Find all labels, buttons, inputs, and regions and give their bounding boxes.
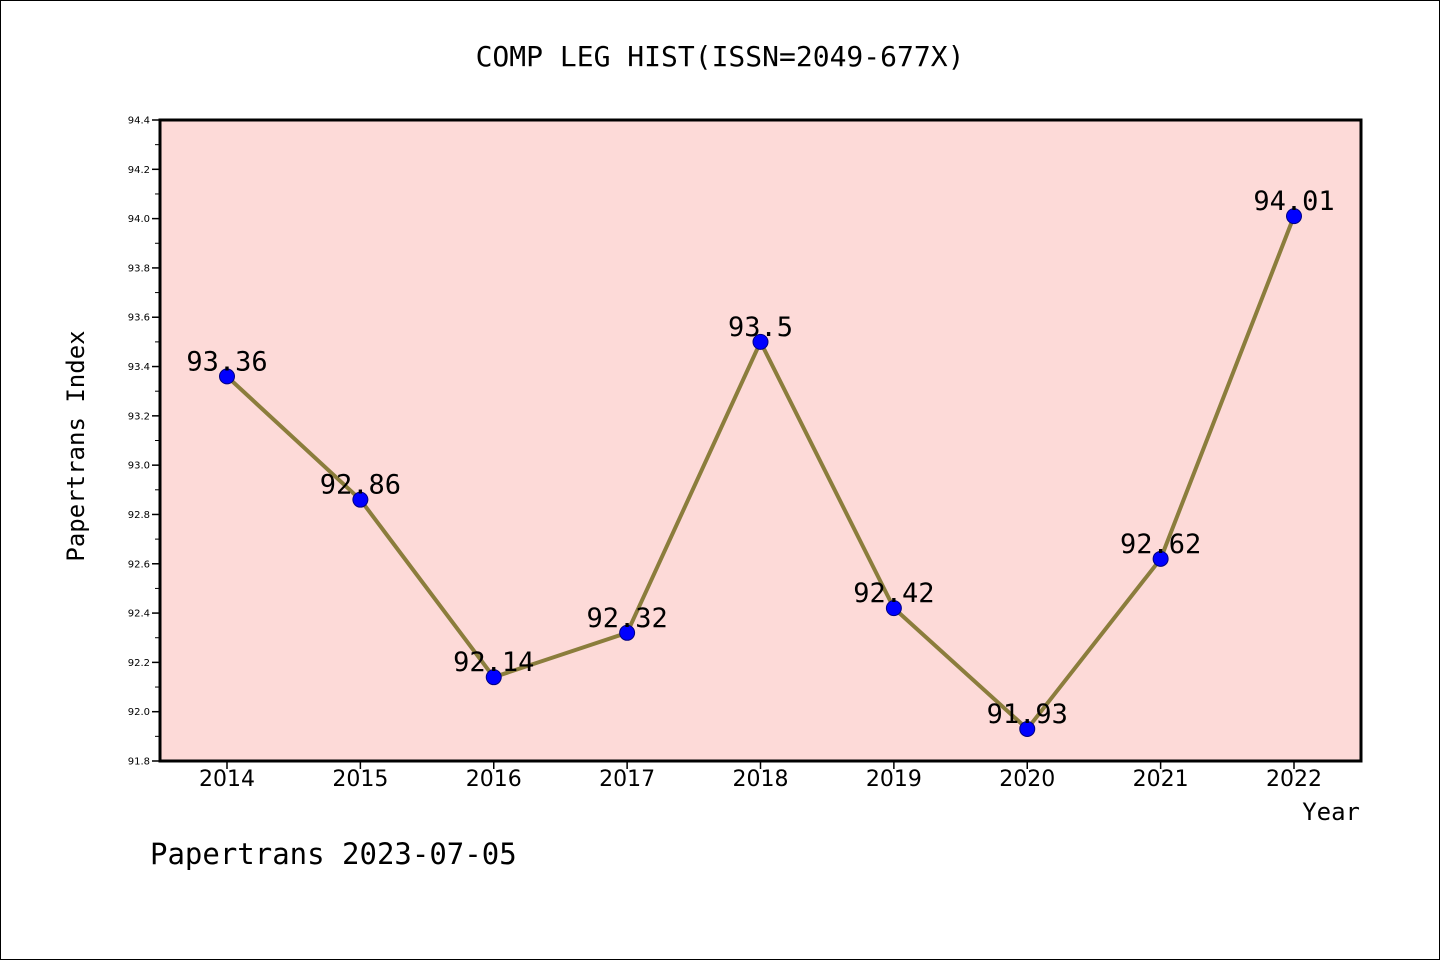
y-tick-label: 94.0 bbox=[128, 214, 150, 225]
data-point bbox=[485, 669, 502, 686]
chart-title: COMP LEG HIST(ISSN=2049-677X) bbox=[476, 40, 965, 73]
data-point bbox=[352, 491, 369, 508]
y-tick-label: 92.2 bbox=[128, 658, 150, 669]
x-axis: 2014 2015 2016 2017 2018 2019 2020 2021 2022 bbox=[199, 761, 1322, 792]
y-tick-label: 94.4 bbox=[128, 116, 150, 127]
data-label: 93.5 bbox=[728, 312, 793, 343]
data-point bbox=[619, 624, 636, 641]
plot-border bbox=[158, 118, 1363, 763]
y-tick-label: 93.4 bbox=[128, 362, 150, 373]
series-points-group bbox=[219, 208, 1302, 737]
data-label: 92.14 bbox=[453, 647, 534, 678]
x-axis-label: Year bbox=[1302, 798, 1360, 826]
y-tick-label: 93.8 bbox=[128, 263, 150, 274]
y-tick-label: 92.6 bbox=[128, 559, 150, 570]
x-tick-label: 2015 bbox=[332, 767, 388, 792]
data-label: 93.36 bbox=[186, 346, 267, 377]
data-labels-group: 93.36 92.86 92.14 92.32 93.5 92.42 91.93 92.62 9… bbox=[186, 186, 1334, 730]
x-tick-label: 2014 bbox=[199, 767, 255, 792]
y-tick-label: 91.8 bbox=[128, 757, 150, 768]
y-tick-label: 93.0 bbox=[128, 461, 150, 472]
data-point bbox=[885, 600, 902, 617]
data-label: 92.32 bbox=[586, 603, 667, 634]
data-label: 92.42 bbox=[853, 578, 934, 609]
y-tick-label: 92.0 bbox=[128, 707, 150, 718]
y-axis: 91.8 92.0 92.2 92.4 92.6 92.8 93.0 93.2 93.4 93.6… bbox=[128, 116, 160, 768]
y-tick-label: 92.4 bbox=[128, 609, 150, 620]
y-tick-label: 93.2 bbox=[128, 411, 150, 422]
x-tick-label: 2017 bbox=[599, 767, 655, 792]
y-axis-label: Papertrans Index bbox=[62, 330, 90, 561]
data-point bbox=[752, 333, 769, 350]
x-tick-label: 2020 bbox=[999, 767, 1055, 792]
x-tick-label: 2022 bbox=[1266, 767, 1322, 792]
y-tick-label: 92.8 bbox=[128, 510, 150, 521]
data-label: 92.86 bbox=[320, 470, 401, 501]
data-label: 91.93 bbox=[987, 699, 1068, 730]
x-tick-label: 2019 bbox=[866, 767, 922, 792]
plot-area bbox=[160, 120, 1361, 761]
data-label: 92.62 bbox=[1120, 529, 1201, 560]
footer-credit: Papertrans 2023-07-05 bbox=[150, 837, 517, 871]
data-point bbox=[1019, 720, 1036, 737]
y-tick-label: 93.6 bbox=[128, 313, 150, 324]
data-point bbox=[1152, 550, 1169, 567]
y-tick-label: 94.2 bbox=[128, 165, 150, 176]
x-tick-label: 2016 bbox=[466, 767, 522, 792]
data-point bbox=[1286, 208, 1302, 225]
data-point bbox=[219, 368, 235, 385]
x-tick-label: 2018 bbox=[733, 767, 789, 792]
data-label: 94.01 bbox=[1253, 186, 1334, 217]
x-tick-label: 2021 bbox=[1133, 767, 1189, 792]
